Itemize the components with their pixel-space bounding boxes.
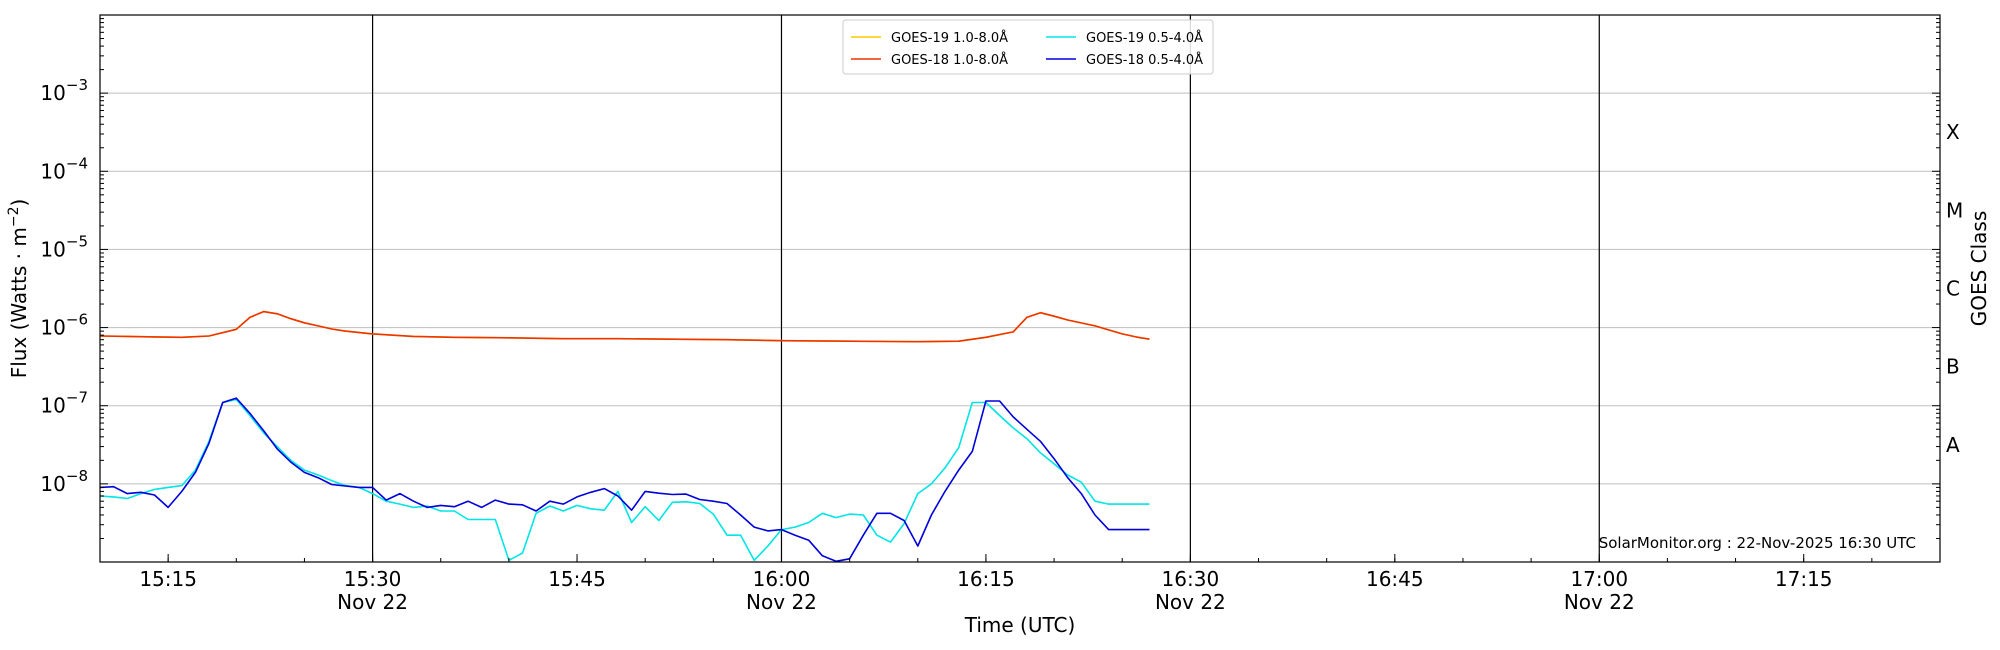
x-tick-label: 16:00 <box>753 567 811 591</box>
goes-class-label: M <box>1946 198 1963 222</box>
y-axis-title: Flux (Watts · m−2) <box>6 199 31 379</box>
x-tick-date-label: Nov 22 <box>746 590 817 614</box>
y-tick-label: 10−5 <box>40 232 88 261</box>
legend-box <box>842 19 1214 75</box>
goes-class-label: C <box>1946 277 1960 301</box>
x-tick-label: 17:15 <box>1775 567 1833 591</box>
x-tick-label: 16:15 <box>957 567 1015 591</box>
series-lines <box>99 310 1150 563</box>
y-tick-labels: 10−3 10−4 10−5 10−6 10−7 10−8 <box>40 76 88 496</box>
series-line <box>99 398 1150 562</box>
goes-class-label: A <box>1946 433 1960 457</box>
y-tick-label: 10−6 <box>40 311 88 340</box>
y-tick-label: 10−3 <box>40 76 88 105</box>
x-tick-label: 15:15 <box>139 567 197 591</box>
x-tick-label: 15:30 <box>344 567 402 591</box>
day-marker-lines <box>371 15 1600 562</box>
x-tick-date-label: Nov 22 <box>1155 590 1226 614</box>
credit-text: SolarMonitor.org : 22-Nov-2025 16:30 UTC <box>1599 534 1916 552</box>
x-tick-date-label: Nov 22 <box>337 590 408 614</box>
x-tick-label: 16:45 <box>1366 567 1424 591</box>
y-tick-label: 10−7 <box>40 389 88 418</box>
goes-class-labels: X M C B A <box>1946 120 1963 457</box>
legend-label: GOES-19 1.0-8.0Å <box>891 30 1008 46</box>
goes-class-label: X <box>1946 120 1960 144</box>
goes-class-label: B <box>1946 355 1960 379</box>
x-tick-label: 15:45 <box>548 567 606 591</box>
y-tick-label: 10−8 <box>40 467 88 496</box>
y-tick-label: 10−4 <box>40 154 88 183</box>
series-line <box>99 397 1150 563</box>
x-tick-label: 17:00 <box>1570 567 1628 591</box>
plot-frame <box>99 14 1941 563</box>
legend-label: GOES-18 0.5-4.0Å <box>1086 52 1203 68</box>
x-tick-date-label: Nov 22 <box>1564 590 1635 614</box>
legend-label: GOES-19 0.5-4.0Å <box>1086 30 1203 46</box>
x-tick-label: 16:30 <box>1162 567 1220 591</box>
series-line <box>99 310 1150 343</box>
legend: GOES-19 1.0-8.0Å GOES-19 0.5-4.0Å GOES-18 … <box>842 19 1214 75</box>
gridlines <box>100 92 1940 485</box>
x-axis-title: Time (UTC) <box>964 613 1076 637</box>
y2-axis-title: GOES Class <box>1967 211 1991 327</box>
legend-label: GOES-18 1.0-8.0Å <box>891 52 1008 68</box>
